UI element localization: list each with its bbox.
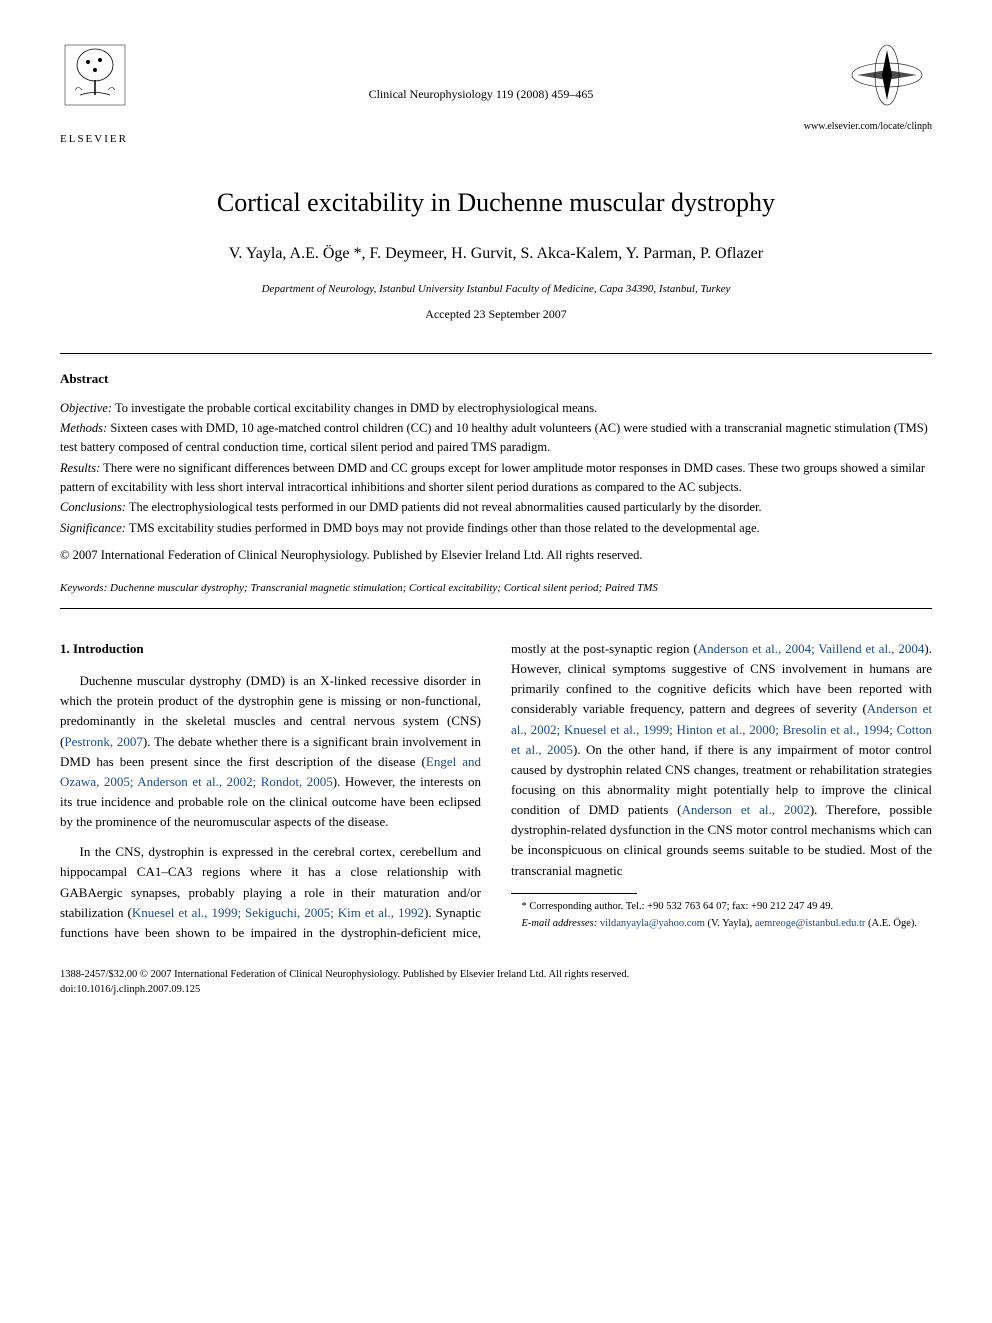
citation-link[interactable]: Anderson et al., 2002 [681, 802, 809, 817]
citation-link[interactable]: Knuesel et al., 1999; Sekiguchi, 2005; K… [132, 905, 424, 920]
article-title: Cortical excitability in Duchenne muscul… [60, 183, 932, 222]
section-heading-intro: 1. Introduction [60, 639, 481, 659]
email-link[interactable]: vildanyayla@yahoo.com [600, 918, 705, 929]
abstract-section: Abstract Objective: To investigate the p… [60, 369, 932, 565]
page-header: ELSEVIER Clinical Neurophysiology 119 (2… [60, 40, 932, 148]
footer-block: 1388-2457/$32.00 © 2007 International Fe… [60, 968, 932, 997]
elsevier-tree-icon [60, 40, 130, 120]
authors-line: V. Yayla, A.E. Öge *, F. Deymeer, H. Gur… [60, 242, 932, 266]
conclusions-text: The electrophysiological tests performed… [126, 500, 762, 514]
keywords-label: Keywords: [60, 582, 107, 594]
issn-copyright-line: 1388-2457/$32.00 © 2007 International Fe… [60, 968, 932, 983]
citation-link[interactable]: Pestronk, 2007 [64, 734, 143, 749]
accepted-date: Accepted 23 September 2007 [60, 305, 932, 323]
abstract-copyright: © 2007 International Federation of Clini… [60, 546, 932, 565]
journal-citation: Clinical Neurophysiology 119 (2008) 459–… [160, 40, 802, 103]
elsevier-logo: ELSEVIER [60, 40, 160, 148]
abstract-heading: Abstract [60, 369, 932, 389]
email-footnote: E-mail addresses: vildanyayla@yahoo.com … [511, 917, 932, 932]
publisher-name: ELSEVIER [60, 131, 160, 148]
intro-para-1: Duchenne muscular dystrophy (DMD) is an … [60, 671, 481, 832]
abstract-objective: Objective: To investigate the probable c… [60, 399, 932, 418]
compass-icon [842, 40, 932, 110]
significance-text: TMS excitability studies performed in DM… [126, 521, 760, 535]
body-columns: 1. Introduction Duchenne muscular dystro… [60, 639, 932, 943]
affiliation: Department of Neurology, Istanbul Univer… [60, 281, 932, 298]
divider-top [60, 353, 932, 354]
methods-text: Sixteen cases with DMD, 10 age-matched c… [60, 421, 928, 454]
corresponding-author-footnote: * Corresponding author. Tel.: +90 532 76… [511, 900, 932, 915]
abstract-methods: Methods: Sixteen cases with DMD, 10 age-… [60, 419, 932, 457]
keywords-text: Duchenne muscular dystrophy; Transcrania… [107, 582, 658, 594]
abstract-results: Results: There were no significant diffe… [60, 459, 932, 497]
email-link[interactable]: aemreoge@istanbul.edu.tr [755, 918, 866, 929]
citation-link[interactable]: Anderson et al., 2004; Vaillend et al., … [698, 641, 925, 656]
divider-bottom [60, 608, 932, 609]
email-label: E-mail addresses: [522, 918, 598, 929]
conclusions-label: Conclusions: [60, 500, 126, 514]
results-label: Results: [60, 461, 100, 475]
footnote-divider [511, 893, 637, 894]
journal-logo: www.elsevier.com/locate/clinph [802, 40, 932, 134]
journal-url: www.elsevier.com/locate/clinph [802, 119, 932, 134]
doi-line: doi:10.1016/j.clinph.2007.09.125 [60, 983, 932, 998]
abstract-significance: Significance: TMS excitability studies p… [60, 519, 932, 538]
keywords-line: Keywords: Duchenne muscular dystrophy; T… [60, 580, 932, 597]
methods-label: Methods: [60, 421, 107, 435]
results-text: There were no significant differences be… [60, 461, 925, 494]
abstract-conclusions: Conclusions: The electrophysiological te… [60, 498, 932, 517]
objective-text: To investigate the probable cortical exc… [112, 401, 597, 415]
objective-label: Objective: [60, 401, 112, 415]
significance-label: Significance: [60, 521, 126, 535]
